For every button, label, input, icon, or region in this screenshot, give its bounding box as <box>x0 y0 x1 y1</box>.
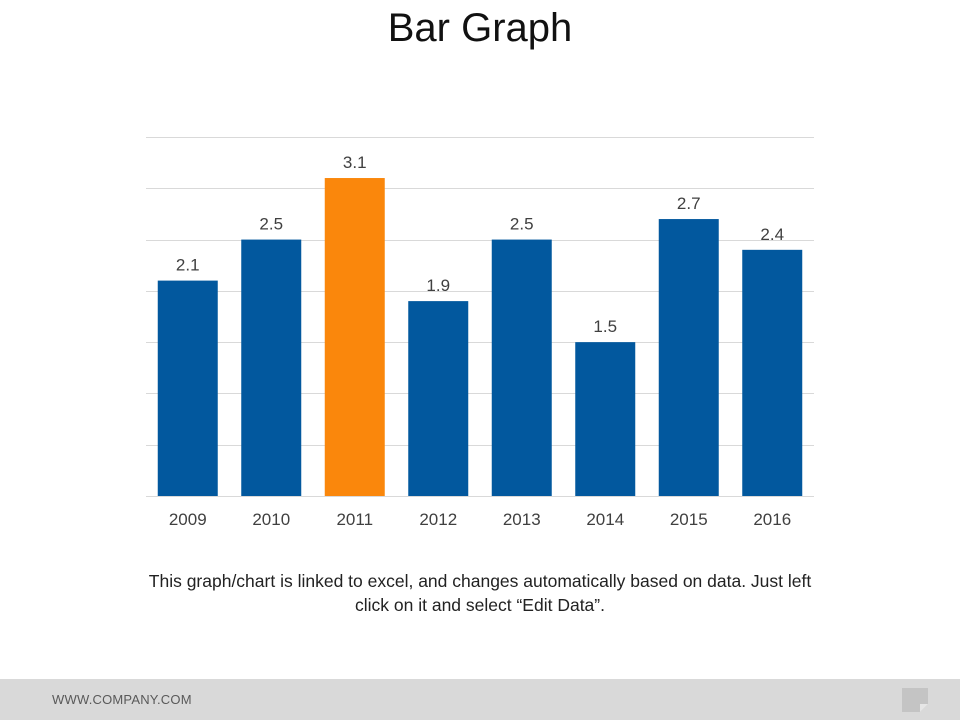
x-tick-label-2014: 2014 <box>586 510 624 529</box>
data-label-2010: 2.5 <box>259 215 283 234</box>
data-labels: 2.1 2.5 3.1 1.9 2.5 1.5 2.7 2.4 <box>176 153 784 336</box>
x-tick-label-2013: 2013 <box>503 510 541 529</box>
footer-website: WWW.COMPANY.COM <box>52 692 192 707</box>
x-tick-label-2015: 2015 <box>670 510 708 529</box>
x-axis-labels: 2009 2010 2011 2012 2013 2014 2015 2016 <box>169 510 791 529</box>
data-label-2016: 2.4 <box>760 225 784 244</box>
bars <box>157 178 803 497</box>
bar-2016[interactable] <box>742 249 803 496</box>
data-label-2015: 2.7 <box>677 194 701 213</box>
chart-caption: This graph/chart is linked to excel, and… <box>148 571 812 615</box>
bar-2012[interactable] <box>408 301 469 496</box>
bar-2015[interactable] <box>658 219 719 497</box>
x-tick-label-2010: 2010 <box>252 510 290 529</box>
bar-chart[interactable]: 2.1 2.5 3.1 1.9 2.5 1.5 2.7 2.4 2009 2010 2011 201… <box>0 0 960 560</box>
data-label-2011: 3.1 <box>343 153 367 172</box>
footer-bar: WWW.COMPANY.COM <box>0 679 960 720</box>
x-tick-label-2016: 2016 <box>753 510 791 529</box>
page-title: Bar Graph <box>387 6 573 50</box>
x-tick-label-2011: 2011 <box>336 510 373 529</box>
bar-2013[interactable] <box>491 239 552 497</box>
page-corner-icon <box>902 688 928 712</box>
data-label-2009: 2.1 <box>176 256 200 275</box>
bar-2011[interactable] <box>324 178 385 496</box>
bar-2009[interactable] <box>157 280 218 496</box>
x-tick-label-2009: 2009 <box>169 510 207 529</box>
data-label-2014: 1.5 <box>593 317 617 336</box>
data-label-2012: 1.9 <box>426 276 450 295</box>
bar-2010[interactable] <box>241 239 302 497</box>
bar-2014[interactable] <box>575 342 636 496</box>
x-tick-label-2012: 2012 <box>419 510 457 529</box>
data-label-2013: 2.5 <box>510 215 534 234</box>
